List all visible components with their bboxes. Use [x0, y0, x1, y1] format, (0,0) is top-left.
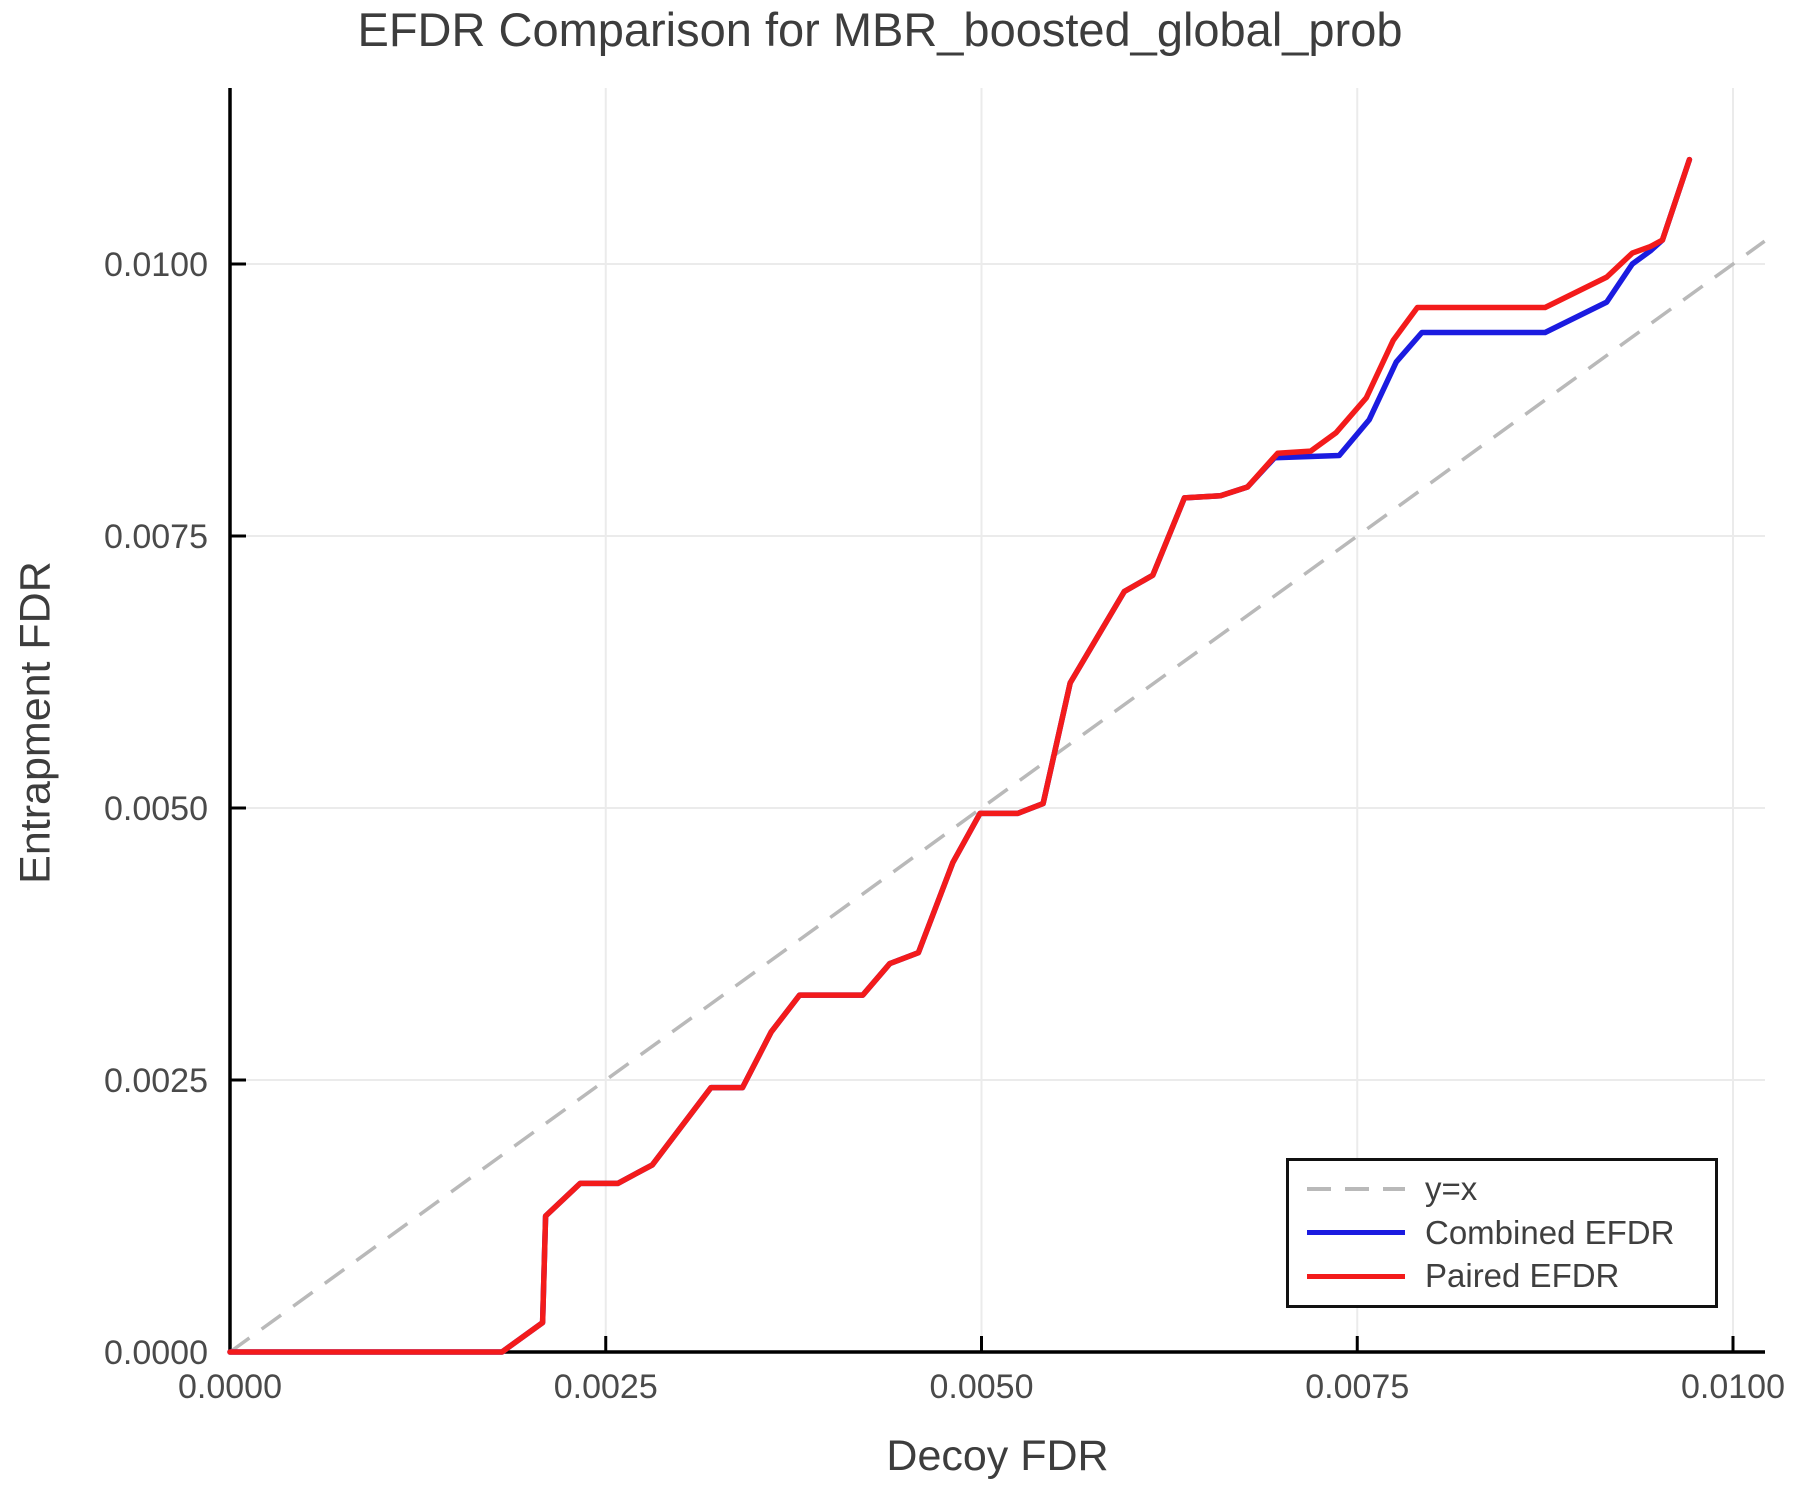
legend-label-paired: Paired EFDR	[1425, 1257, 1620, 1295]
y-tick-label: 0.0075	[104, 518, 208, 556]
x-tick-label: 0.0000	[178, 1368, 282, 1406]
y-tick-label: 0.0100	[104, 246, 208, 284]
identity-line-sample-icon	[1307, 1187, 1405, 1192]
x-tick-label: 0.0075	[1305, 1368, 1409, 1406]
x-tick-label: 0.0050	[930, 1368, 1034, 1406]
x-axis-label: Decoy FDR	[886, 1432, 1109, 1480]
y-tick-label: 0.0025	[104, 1062, 208, 1100]
paired-line-sample-icon	[1307, 1274, 1405, 1280]
legend-label-identity: y=x	[1425, 1170, 1478, 1208]
series-line-paired	[227, 156, 1693, 1355]
identity-line	[228, 239, 1766, 1354]
x-tick-label: 0.0100	[1681, 1368, 1785, 1406]
x-tick-label: 0.0025	[554, 1368, 658, 1406]
legend-label-combined: Combined EFDR	[1425, 1213, 1675, 1251]
chart-title: EFDR Comparison for MBR_boosted_global_p…	[357, 3, 1403, 56]
legend-entry-identity: y=x	[1307, 1170, 1715, 1208]
legend: y=x Combined EFDR Paired EFDR	[1286, 1158, 1718, 1308]
y-tick-label: 0.0050	[104, 790, 208, 828]
combined-line-sample-icon	[1307, 1230, 1405, 1236]
y-tick-label: 0.0000	[104, 1334, 208, 1372]
y-axis-label: Entrapment FDR	[11, 561, 60, 884]
legend-entry-paired: Paired EFDR	[1307, 1259, 1715, 1294]
legend-entry-combined: Combined EFDR	[1307, 1213, 1715, 1251]
